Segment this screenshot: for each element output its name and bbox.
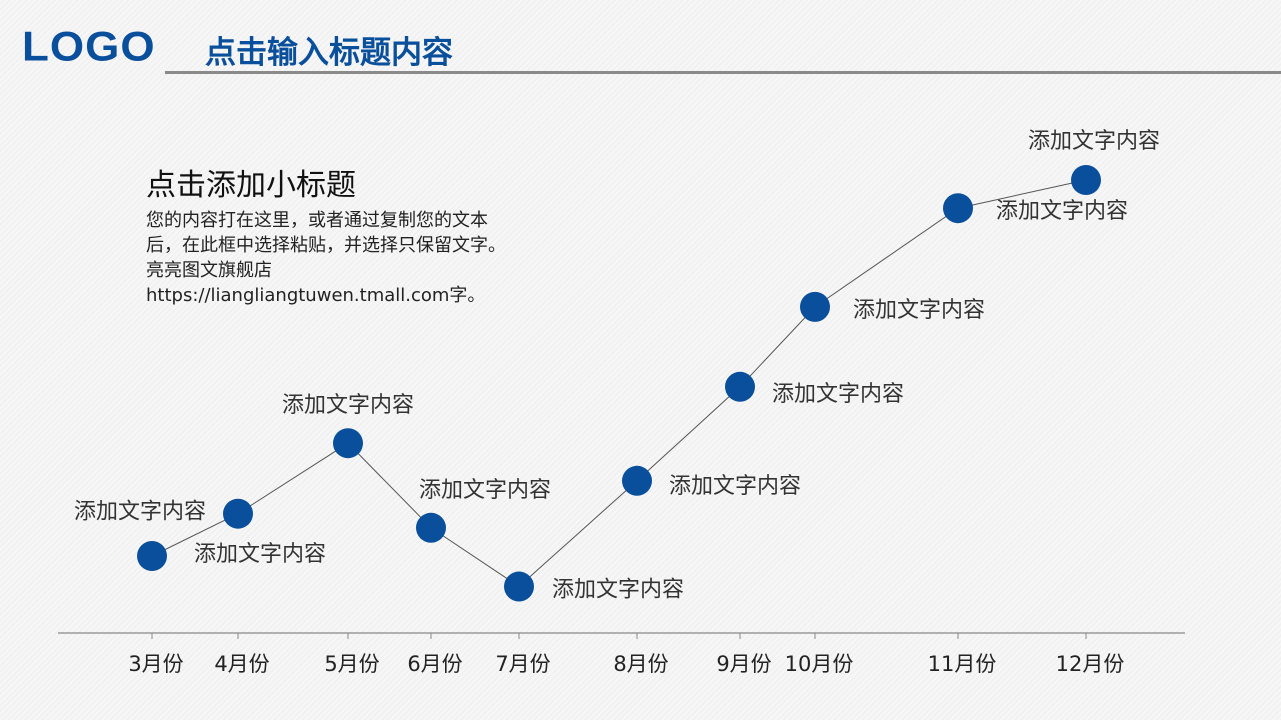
data-label: 添加文字内容 (996, 199, 1128, 224)
data-point (1071, 165, 1101, 195)
series-line (151, 179, 1087, 588)
section-subtitle: 点击添加小标题 (146, 168, 356, 203)
logo: LOGO (22, 23, 156, 70)
data-label: 添加文字内容 (853, 298, 985, 323)
data-label: 添加文字内容 (772, 382, 904, 407)
x-tick-label: 3月份 (128, 652, 183, 676)
x-tick-label: 6月份 (407, 652, 462, 676)
x-tick-label: 9月份 (716, 652, 771, 676)
data-label: 添加文字内容 (419, 478, 551, 503)
x-tick-label: 5月份 (324, 652, 379, 676)
data-label: 添加文字内容 (552, 578, 684, 603)
page-title: 点击输入标题内容 (205, 35, 453, 71)
x-tick-label: 4月份 (214, 652, 269, 676)
data-point (622, 465, 652, 496)
data-point (725, 371, 755, 402)
intro-line: 您的内容打在这里，或者通过复制您的文本 (146, 210, 488, 231)
data-point (223, 498, 253, 529)
data-point (504, 571, 534, 602)
data-point (416, 512, 446, 543)
data-point (137, 541, 167, 571)
x-tick-label: 12月份 (1056, 652, 1125, 676)
data-point (943, 193, 973, 224)
intro-line: https://liangliangtuwen.tmall.com字。 (146, 285, 486, 306)
data-label: 添加文字内容 (282, 393, 414, 418)
x-tick-label: 8月份 (613, 652, 668, 676)
intro-text: 您的内容打在这里，或者通过复制您的文本 后，在此框中选择粘贴，并选择只保留文字。… (146, 208, 576, 308)
data-point (800, 291, 830, 322)
data-label: 添加文字内容 (194, 542, 326, 567)
header-divider (165, 71, 1281, 74)
x-tick-label: 10月份 (785, 652, 854, 676)
data-label: 添加文字内容 (74, 500, 206, 525)
intro-line: 亮亮图文旗舰店 (146, 260, 272, 281)
intro-line: 后，在此框中选择粘贴，并选择只保留文字。 (146, 235, 506, 256)
data-label: 添加文字内容 (669, 474, 801, 499)
data-label: 添加文字内容 (1028, 129, 1160, 154)
x-tick-label: 7月份 (495, 652, 550, 676)
x-tick-label: 11月份 (928, 652, 997, 676)
data-point (333, 428, 363, 459)
